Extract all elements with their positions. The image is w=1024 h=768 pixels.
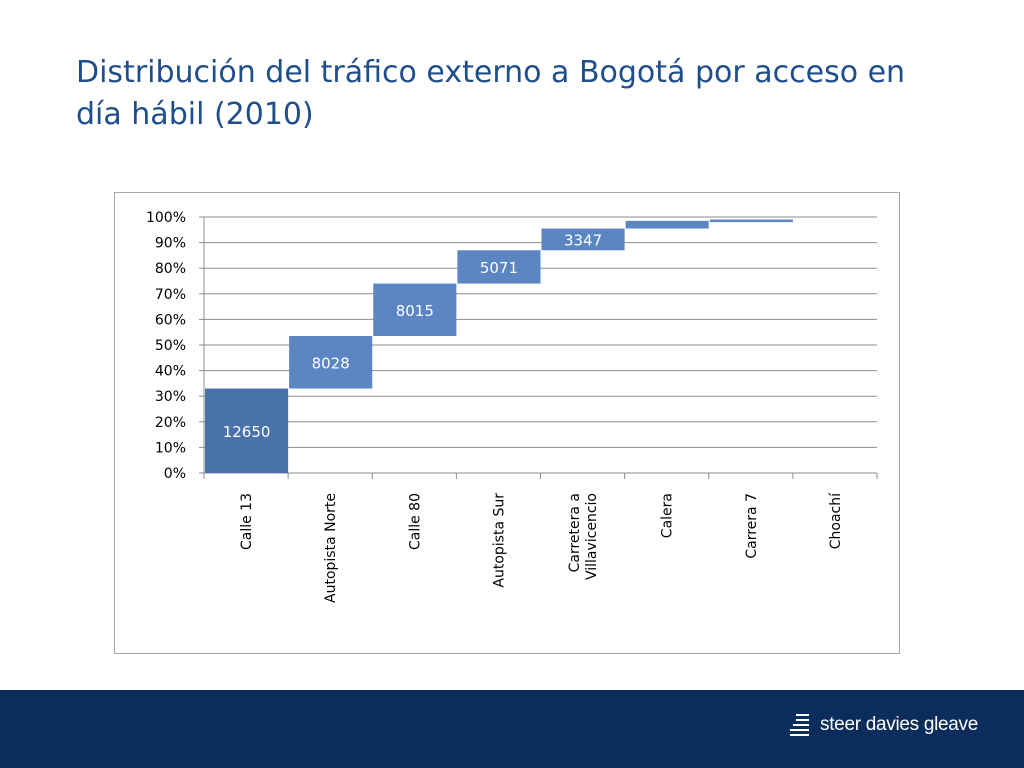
- bar: [289, 336, 373, 389]
- y-tick-label: 90%: [155, 236, 186, 252]
- x-category-label: Carretera a: [567, 493, 583, 572]
- slide-title: Distribución del tráfico externo a Bogot…: [76, 52, 976, 136]
- y-tick-label: 10%: [155, 440, 186, 456]
- y-tick-label: 30%: [155, 389, 186, 405]
- logo-text: steer davies gleave: [820, 714, 979, 735]
- y-tick-label: 60%: [155, 312, 186, 328]
- x-category-label: Calera: [660, 493, 676, 538]
- y-tick-label: 70%: [155, 287, 186, 303]
- bar: [625, 220, 709, 229]
- bar: [541, 228, 625, 251]
- x-category-label: Calle 80: [407, 493, 423, 550]
- company-logo: steer davies gleave: [778, 698, 984, 752]
- stacked-bars-logo-icon: [790, 714, 809, 736]
- y-tick-label: 40%: [155, 364, 186, 380]
- bar: [709, 219, 793, 223]
- x-category-label: Autopista Sur: [491, 493, 507, 588]
- data-label: 8028: [312, 354, 350, 372]
- bar: [205, 388, 289, 473]
- x-category-label: Villavicencio: [584, 493, 600, 580]
- slide-title-line-2: día hábil (2010): [76, 97, 314, 132]
- data-label: 3347: [564, 231, 602, 249]
- y-tick-label: 0%: [164, 466, 186, 482]
- y-tick-label: 80%: [155, 261, 186, 277]
- y-tick-label: 100%: [146, 210, 186, 226]
- y-tick-label: 20%: [155, 415, 186, 431]
- data-label: 8015: [396, 302, 434, 320]
- bar: [373, 283, 457, 337]
- bar: [457, 250, 541, 284]
- x-category-label: Calle 13: [239, 493, 255, 550]
- chart-frame: 0% 10% 20% 30% 40% 50% 60% 70% 80% 90% 100% 12650 80…: [114, 192, 900, 654]
- data-label: 12650: [223, 423, 271, 441]
- data-label: 5071: [480, 259, 518, 277]
- x-category-label: Choachí: [828, 492, 844, 549]
- x-category-label: Carrera 7: [744, 493, 760, 559]
- y-tick-label: 50%: [155, 338, 186, 354]
- waterfall-chart: 0% 10% 20% 30% 40% 50% 60% 70% 80% 90% 100% 12650 80…: [146, 210, 878, 603]
- slide-title-line-1: Distribución del tráfico externo a Bogot…: [76, 55, 906, 90]
- x-category-label: Autopista Norte: [323, 493, 339, 603]
